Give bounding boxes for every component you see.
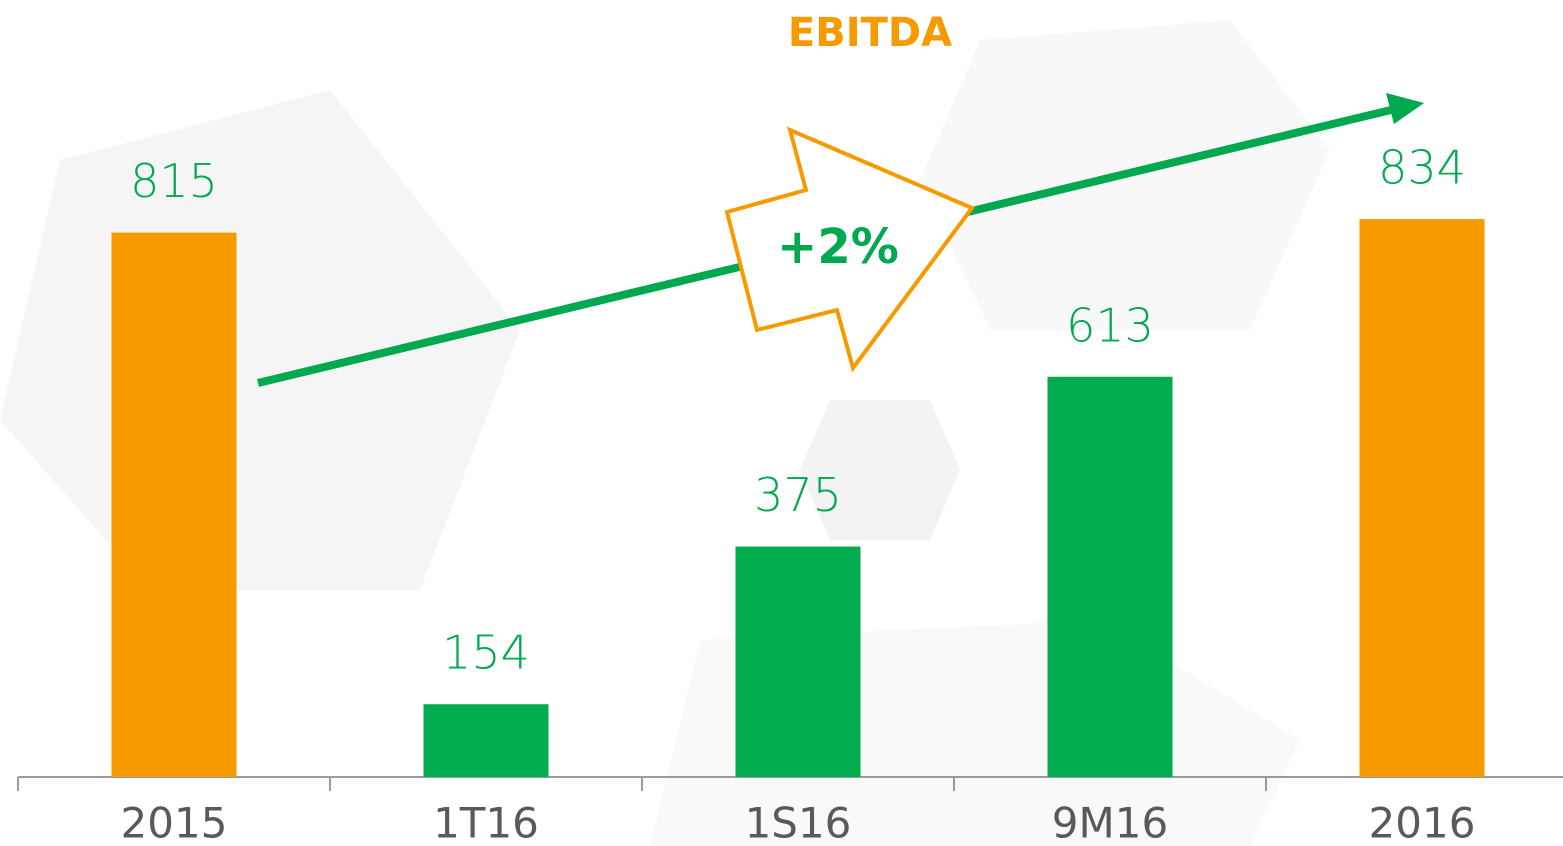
value-label: 154	[442, 626, 530, 680]
bar	[423, 704, 549, 777]
value-label: 815	[130, 154, 218, 208]
x-tick-label: 1T16	[433, 799, 539, 846]
value-label: 613	[1066, 298, 1154, 352]
bar	[735, 546, 861, 777]
x-tick-label: 1S16	[745, 799, 852, 846]
bar	[1359, 219, 1485, 777]
growth-label: +2%	[777, 219, 899, 275]
bar	[111, 232, 237, 777]
x-tick-label: 9M16	[1052, 799, 1168, 846]
x-tick-label: 2016	[1369, 799, 1476, 846]
trend-arrow: +2%	[257, 93, 1424, 387]
arrow-head	[1386, 93, 1424, 124]
value-label: 375	[754, 468, 842, 522]
value-label: 834	[1378, 141, 1466, 195]
x-tick-label: 2015	[121, 799, 228, 846]
chart-title: EBITDA	[788, 10, 952, 56]
bar	[1047, 376, 1173, 777]
bg-hexagon	[800, 400, 960, 540]
growth-arrow	[724, 126, 976, 373]
